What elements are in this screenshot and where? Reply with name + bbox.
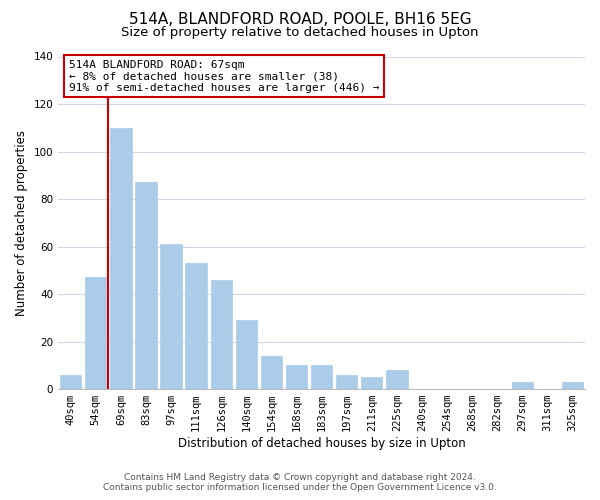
Text: 514A BLANDFORD ROAD: 67sqm
← 8% of detached houses are smaller (38)
91% of semi-: 514A BLANDFORD ROAD: 67sqm ← 8% of detac… xyxy=(69,60,379,93)
Bar xyxy=(236,320,257,389)
X-axis label: Distribution of detached houses by size in Upton: Distribution of detached houses by size … xyxy=(178,437,466,450)
Bar xyxy=(136,182,157,389)
Bar xyxy=(562,382,583,389)
Bar xyxy=(85,278,106,389)
Text: Contains HM Land Registry data © Crown copyright and database right 2024.
Contai: Contains HM Land Registry data © Crown c… xyxy=(103,473,497,492)
Bar xyxy=(110,128,131,389)
Bar xyxy=(160,244,182,389)
Text: Size of property relative to detached houses in Upton: Size of property relative to detached ho… xyxy=(121,26,479,39)
Bar xyxy=(336,375,358,389)
Bar xyxy=(211,280,232,389)
Bar xyxy=(361,377,382,389)
Bar xyxy=(386,370,407,389)
Y-axis label: Number of detached properties: Number of detached properties xyxy=(15,130,28,316)
Bar xyxy=(60,375,82,389)
Bar xyxy=(185,263,207,389)
Bar xyxy=(311,366,332,389)
Bar xyxy=(286,366,307,389)
Text: 514A, BLANDFORD ROAD, POOLE, BH16 5EG: 514A, BLANDFORD ROAD, POOLE, BH16 5EG xyxy=(128,12,472,28)
Bar xyxy=(512,382,533,389)
Bar xyxy=(261,356,282,389)
